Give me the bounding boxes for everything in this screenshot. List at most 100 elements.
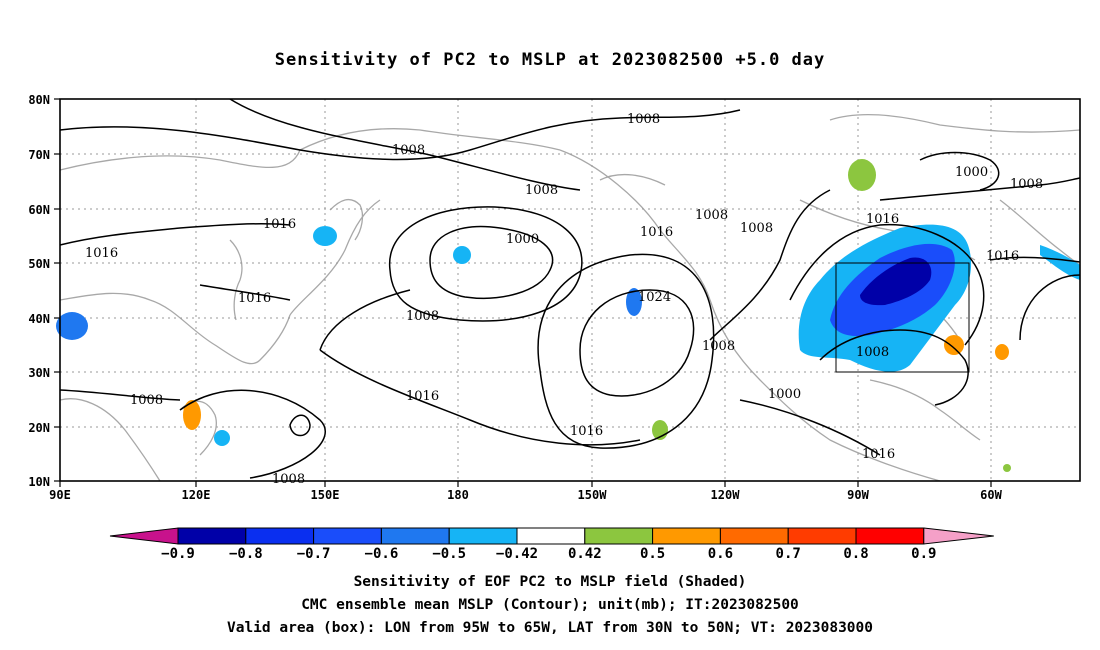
contour-1016-high [537,253,715,449]
lat-tick-label: 80N [28,93,50,107]
negative-sensitivity-east [1040,245,1080,280]
positive-sensitivity-china [183,400,201,430]
lat-tick-label: 30N [28,366,50,380]
contour-label: 1016 [866,212,899,227]
lat-tick-label: 40N [28,312,50,326]
latitude-axis: 80N 70N 60N 50N 40N 30N 20N 10N [28,93,60,489]
colorbar-low-arrow [109,527,179,545]
colorbar-tick-label: −0.5 [432,546,466,562]
map-title: Sensitivity of PC2 to MSLP at 2023082500… [274,50,826,70]
contour-1008-china [59,389,181,401]
contour-label: 1016 [85,246,118,261]
contour-label: 1008 [406,309,439,324]
lon-tick-label: 60W [980,488,1002,502]
contour-label: 1008 [1010,177,1043,192]
contour-label: 1008 [272,472,305,487]
colorbar-segment [652,527,721,545]
contour-label: 1008 [525,183,558,198]
mslp-contours [59,98,1081,479]
positive-sensitivity-atlantic [944,335,964,355]
contour-1008-east-pacific [709,189,831,341]
positive-sensitivity-greenland [848,159,876,191]
colorbar-tick-label: −0.7 [297,546,331,562]
colorbar: −0.9 −0.8 −0.7 −0.6 −0.5 −0.42 0.42 0.5 0.6 0.7 0.… [109,527,994,562]
lon-tick-label: 90W [847,488,869,502]
lon-tick-label: 180 [447,488,469,502]
colorbar-segment [177,527,247,545]
lon-tick-label: 90E [49,488,71,502]
lon-tick-label: 120E [182,488,211,502]
negative-sensitivity-peak [860,257,932,306]
contour-label: 1000 [506,232,539,247]
contour-label: 1000 [955,165,988,180]
contour-label-group: 1008 1008 1008 1000 1008 1016 1016 1008 … [85,112,1043,487]
contour-label: 1016 [862,447,895,462]
contour-label: 1016 [238,291,271,306]
lat-tick-label: 50N [28,257,50,271]
contour-label: 1008 [856,345,889,360]
contour-1016-atlantic [989,256,1081,263]
contour-tropical-small [289,414,311,437]
colorbar-tick-label: 0.9 [911,546,936,562]
contour-1008-gulf [739,399,881,456]
contour-1024-high [579,289,695,397]
colorbar-tick-label: 0.8 [843,546,868,562]
contour-label: 1008 [392,143,425,158]
colorbar-tick-label: 0.6 [708,546,733,562]
colorbar-tick-label: −0.8 [229,546,263,562]
lon-tick-label: 150E [311,488,340,502]
positive-sensitivity-dot [1003,464,1011,472]
colorbar-segment [855,527,925,545]
contour-1008-tropical [179,389,326,479]
caption-line-2: CMC ensemble mean MSLP (Contour); unit(m… [301,597,799,613]
colorbar-segment [380,527,450,545]
colorbar-segment [313,527,382,545]
colorbar-tick-label: 0.5 [640,546,665,562]
contour-label: 1016 [406,389,439,404]
caption-line-3: Valid area (box): LON from 95W to 65W, L… [226,620,873,636]
caption-line-1: Sensitivity of EOF PC2 to MSLP field (Sh… [353,574,747,590]
colorbar-high-arrow [923,527,994,545]
colorbar-segment [584,527,654,545]
contour-label: 1016 [570,424,603,439]
map-plot-area: 1008 1008 1008 1000 1008 1016 1016 1008 … [56,98,1081,487]
contour-label: 1008 [627,112,660,127]
positive-sensitivity-atlantic-2 [995,344,1009,360]
negative-sensitivity-japan [313,226,337,246]
contour-1008-mid [229,98,581,191]
colorbar-tick-label: 0.42 [568,546,602,562]
contour-1016-na [789,223,985,346]
valid-area-box [835,262,970,373]
colorbar-segment [787,527,857,545]
lat-tick-label: 20N [28,421,50,435]
contour-1016-asia [59,223,291,246]
contour-label: 1016 [263,217,296,232]
negative-sensitivity-pacific [626,288,642,316]
map-frame [59,98,1081,482]
contour-label: 1016 [640,225,673,240]
negative-sensitivity-philippines [214,430,230,446]
negative-sensitivity-aleutian [453,246,471,264]
contour-1008-na [819,329,969,406]
colorbar-segment [448,527,518,545]
contour-label: 1000 [768,387,801,402]
colorbar-tick-label: −0.9 [161,546,195,562]
colorbar-segment [245,527,315,545]
colorbar-tick-label: −0.42 [496,546,538,562]
contour-1016-japan [199,284,291,301]
contour-label: 1024 [638,290,671,305]
sensitivity-shading [56,159,1080,472]
colorbar-tick-label: −0.6 [365,546,399,562]
graticule [60,99,1080,481]
longitude-axis: 90E 120E 150E 180 150W 120W 90W 60W [49,481,1003,502]
lat-tick-label: 70N [28,148,50,162]
contour-label: 1008 [695,208,728,223]
contour-label: 1008 [740,221,773,236]
colorbar-segment [516,527,586,545]
contour-label: 1016 [986,249,1019,264]
contour-1008-north [59,109,741,161]
contour-1008-aleutian [388,206,583,322]
contour-1000-aleutian-low [429,225,554,300]
contour-label: 1008 [130,393,163,408]
